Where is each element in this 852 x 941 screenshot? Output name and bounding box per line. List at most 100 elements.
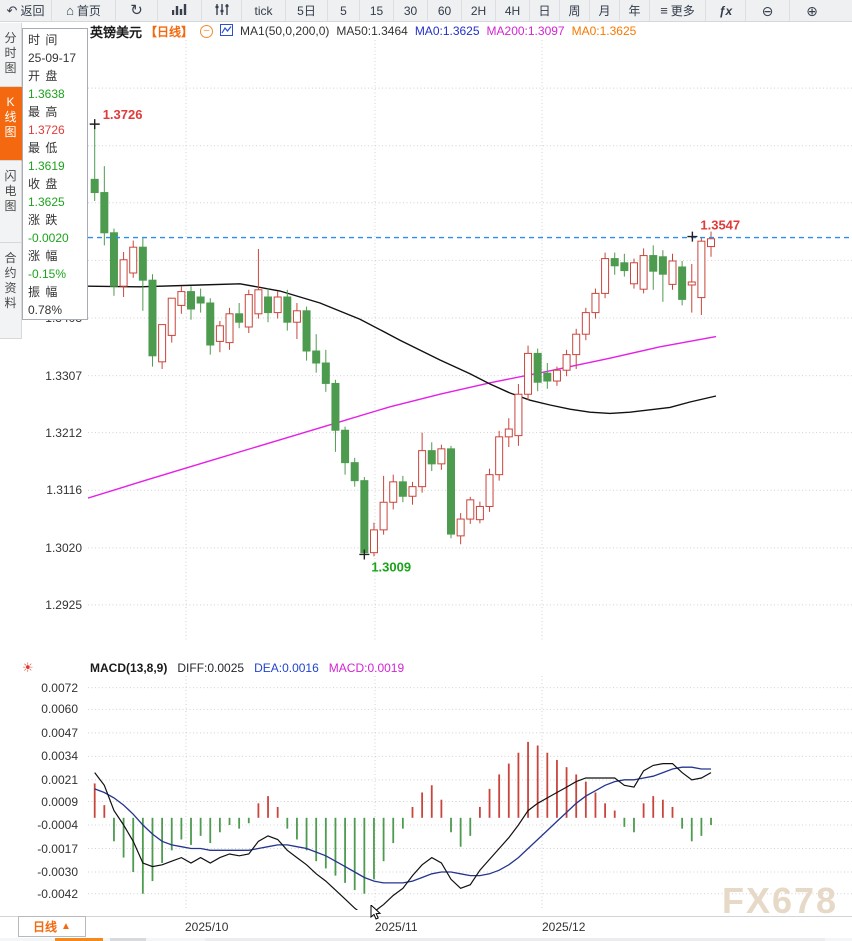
macd-hist-bar (507, 763, 510, 818)
macd-y-label: -0.0017 (37, 841, 78, 856)
kline-chart[interactable]: 1.3726 1.3009 1.3547 (88, 40, 852, 640)
interval-30m[interactable]: 30 (394, 0, 428, 21)
tab-contract-info[interactable]: 合约资料 (0, 243, 22, 339)
zoom-out-icon: ⊖ (761, 2, 774, 19)
candle-body (466, 499, 475, 520)
info-value-change-pct: -0.15% (28, 267, 67, 281)
interval-tick[interactable]: tick (242, 0, 286, 21)
interval-month[interactable]: 月 (590, 0, 620, 21)
candle-body (456, 518, 465, 537)
price-marker-label: 1.3726 (103, 107, 143, 122)
candle-body (668, 260, 677, 285)
macd-chart[interactable] (88, 676, 852, 910)
candle-body (639, 255, 648, 290)
candle-body (389, 481, 398, 503)
macd-hist-bar (498, 774, 501, 818)
candle-body (514, 393, 523, 437)
indicator-gear-icon[interactable]: ☀ (22, 660, 34, 675)
candle-body (524, 352, 533, 395)
home-button[interactable]: ⌂ 首页 (52, 0, 116, 21)
info-label-time: 时 间 (28, 33, 59, 47)
crosshair-marker (89, 119, 100, 130)
macd-dea-value: DEA:0.0016 (254, 660, 319, 675)
price-marker-label: 1.3009 (371, 559, 411, 574)
period-selector[interactable]: 日线 ▲ (18, 916, 86, 937)
chart-type-button[interactable] (158, 0, 202, 21)
function-button[interactable]: ƒx (706, 0, 746, 21)
candle-body (629, 262, 638, 285)
macd-hist-bar (690, 817, 693, 842)
candle-body (341, 429, 350, 464)
tab-kline-chart[interactable]: K线图 (0, 87, 22, 161)
candle-body (697, 240, 706, 299)
info-value-close: 1.3625 (28, 195, 65, 209)
interval-5m[interactable]: 5 (328, 0, 360, 21)
x-axis-label-nov: 2025/11 (375, 920, 418, 934)
interval-2h[interactable]: 2H (462, 0, 496, 21)
macd-hist-bar (700, 817, 703, 836)
kline-y-label: 1.3020 (45, 540, 82, 555)
macd-hist-bar (93, 783, 96, 818)
macd-hist-bar (344, 817, 346, 883)
refresh-button[interactable]: ↻ (116, 0, 158, 21)
candle-body (196, 296, 205, 304)
ma-settings-label: MA1(50,0,200,0) (240, 24, 330, 38)
candle-body (678, 266, 687, 300)
macd-hist-bar (584, 781, 587, 818)
macd-hist-bar (527, 741, 529, 818)
macd-hist-bar (267, 796, 269, 818)
macd-hist-bar (238, 817, 241, 829)
candle-body (158, 324, 167, 363)
indicator-settings-button[interactable] (202, 0, 242, 21)
price-marker-label: 1.3547 (700, 218, 740, 233)
interval-60m[interactable]: 60 (428, 0, 462, 21)
interval-year[interactable]: 年 (620, 0, 650, 21)
ma200-line (88, 335, 717, 499)
zoom-in-button[interactable]: ⊕ (790, 0, 834, 21)
quote-info-panel: 时 间 25-09-17 开 盘 1.3638 最 高 1.3726 最 低 1… (22, 28, 88, 320)
macd-hist-bar (479, 806, 481, 818)
tab-lightning-chart[interactable]: 闪电图 (0, 161, 22, 243)
info-value-low: 1.3619 (28, 159, 65, 173)
interval-15m[interactable]: 15 (360, 0, 394, 21)
tab-time-chart[interactable]: 分时图 (0, 23, 22, 87)
candle-body (177, 291, 186, 306)
interval-day[interactable]: 日 (530, 0, 560, 21)
candle-body (119, 259, 128, 287)
candle-body (302, 310, 311, 352)
macd-hist-bar (170, 817, 173, 851)
macd-hist-bar (382, 817, 385, 862)
interval-4h[interactable]: 4H (496, 0, 530, 21)
ma50-line (88, 283, 717, 415)
candle-body (581, 312, 590, 335)
candle-body (90, 178, 99, 194)
candle-body (687, 281, 696, 286)
bottom-axis-bar (0, 916, 852, 937)
macd-hist-bar (286, 817, 289, 829)
interval-5d[interactable]: 5日 (286, 0, 328, 21)
symbol-name: 英镑美元 (90, 24, 143, 40)
more-button[interactable]: ≡ 更多 (650, 0, 706, 21)
back-button[interactable]: ↶ 返回 (0, 0, 52, 21)
macd-hist-bar (450, 817, 452, 833)
candle-body (350, 462, 359, 482)
candle-body (138, 246, 147, 281)
zoom-out-button[interactable]: ⊖ (746, 0, 790, 21)
macd-hist-bar (257, 803, 260, 818)
macd-hist-bar (633, 817, 635, 833)
macd-hist-bar (324, 817, 327, 869)
candle-body (495, 436, 504, 476)
diff-line (94, 762, 712, 910)
ma0-orange-value: MA0:1.3625 (571, 24, 637, 38)
macd-macd-value: MACD:0.0019 (328, 660, 405, 675)
collapse-icon[interactable]: – (200, 24, 214, 38)
info-label-amplitude: 振 幅 (28, 285, 59, 299)
info-label-change: 涨 跌 (28, 213, 59, 227)
ma50-value: MA50:1.3464 (336, 24, 408, 38)
macd-hist-bar (546, 752, 549, 818)
macd-y-label: 0.0072 (41, 680, 78, 695)
interval-week[interactable]: 周 (560, 0, 590, 21)
macd-hist-bar (190, 817, 192, 845)
macd-hist-bar (132, 817, 135, 873)
macd-hist-bar (334, 817, 337, 876)
